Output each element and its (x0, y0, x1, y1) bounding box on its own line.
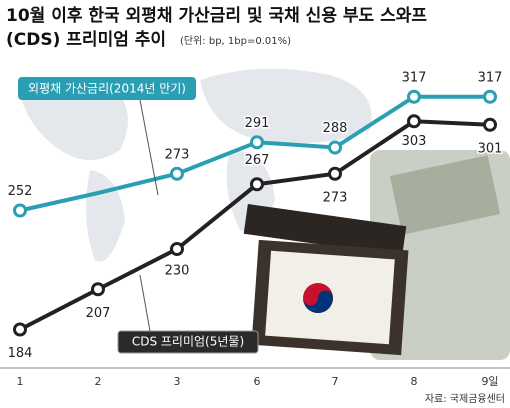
point (170, 166, 184, 181)
data-label: 230 (165, 264, 190, 279)
data-label: 273 (323, 190, 348, 205)
legend-box (18, 77, 196, 100)
legend-box (117, 330, 259, 354)
data-label: 252 (8, 184, 33, 199)
unit-note: (단위: bp, 1bp=0.01%) (180, 34, 291, 47)
banknote (389, 155, 501, 235)
legend-label: CDS 프리미엄(5년물) (132, 335, 244, 349)
point (328, 166, 342, 181)
flag-emblem (303, 290, 333, 313)
chart-title: 10월 이후 한국 외평채 가산금리 및 국채 신용 부도 스와프 (6, 5, 427, 26)
x-tick-label: 2 (95, 375, 102, 388)
point (250, 135, 264, 150)
data-label: 317 (402, 70, 427, 85)
point (328, 140, 342, 155)
point (170, 242, 184, 256)
data-label: 288 (323, 121, 348, 136)
x-tick-label: 8 (411, 375, 418, 388)
source: 자료: 국제금융센터 (425, 393, 505, 405)
briefcase-lid (243, 204, 407, 256)
point (407, 89, 421, 104)
data-label: 303 (402, 134, 427, 149)
legend-leader (139, 274, 151, 332)
data-label: 184 (8, 346, 33, 361)
point (250, 177, 264, 192)
x-tick-label: 7 (332, 375, 339, 388)
data-label: 267 (245, 153, 270, 168)
map-shape (200, 68, 372, 144)
legend-leader (139, 99, 159, 196)
point (407, 114, 421, 129)
point (483, 89, 497, 104)
data-label: 273 (165, 147, 190, 162)
point (483, 117, 497, 132)
chart-subtitle: (CDS) 프리미엄 추이 (6, 30, 166, 50)
x-tick-label: 3 (174, 375, 181, 388)
data-label: 301 (478, 141, 503, 156)
data-label: 317 (478, 70, 503, 85)
point (13, 203, 27, 218)
legend-label: 외평채 가산금리(2014년 만기) (28, 82, 186, 96)
data-label: 291 (245, 116, 270, 131)
x-tick-label: 1 (17, 375, 24, 388)
x-tick-label: 9일 (481, 374, 498, 388)
point (13, 322, 27, 337)
money-image (243, 150, 510, 360)
data-label: 207 (86, 306, 111, 321)
x-tick-label: 6 (254, 375, 261, 388)
point (91, 282, 105, 297)
